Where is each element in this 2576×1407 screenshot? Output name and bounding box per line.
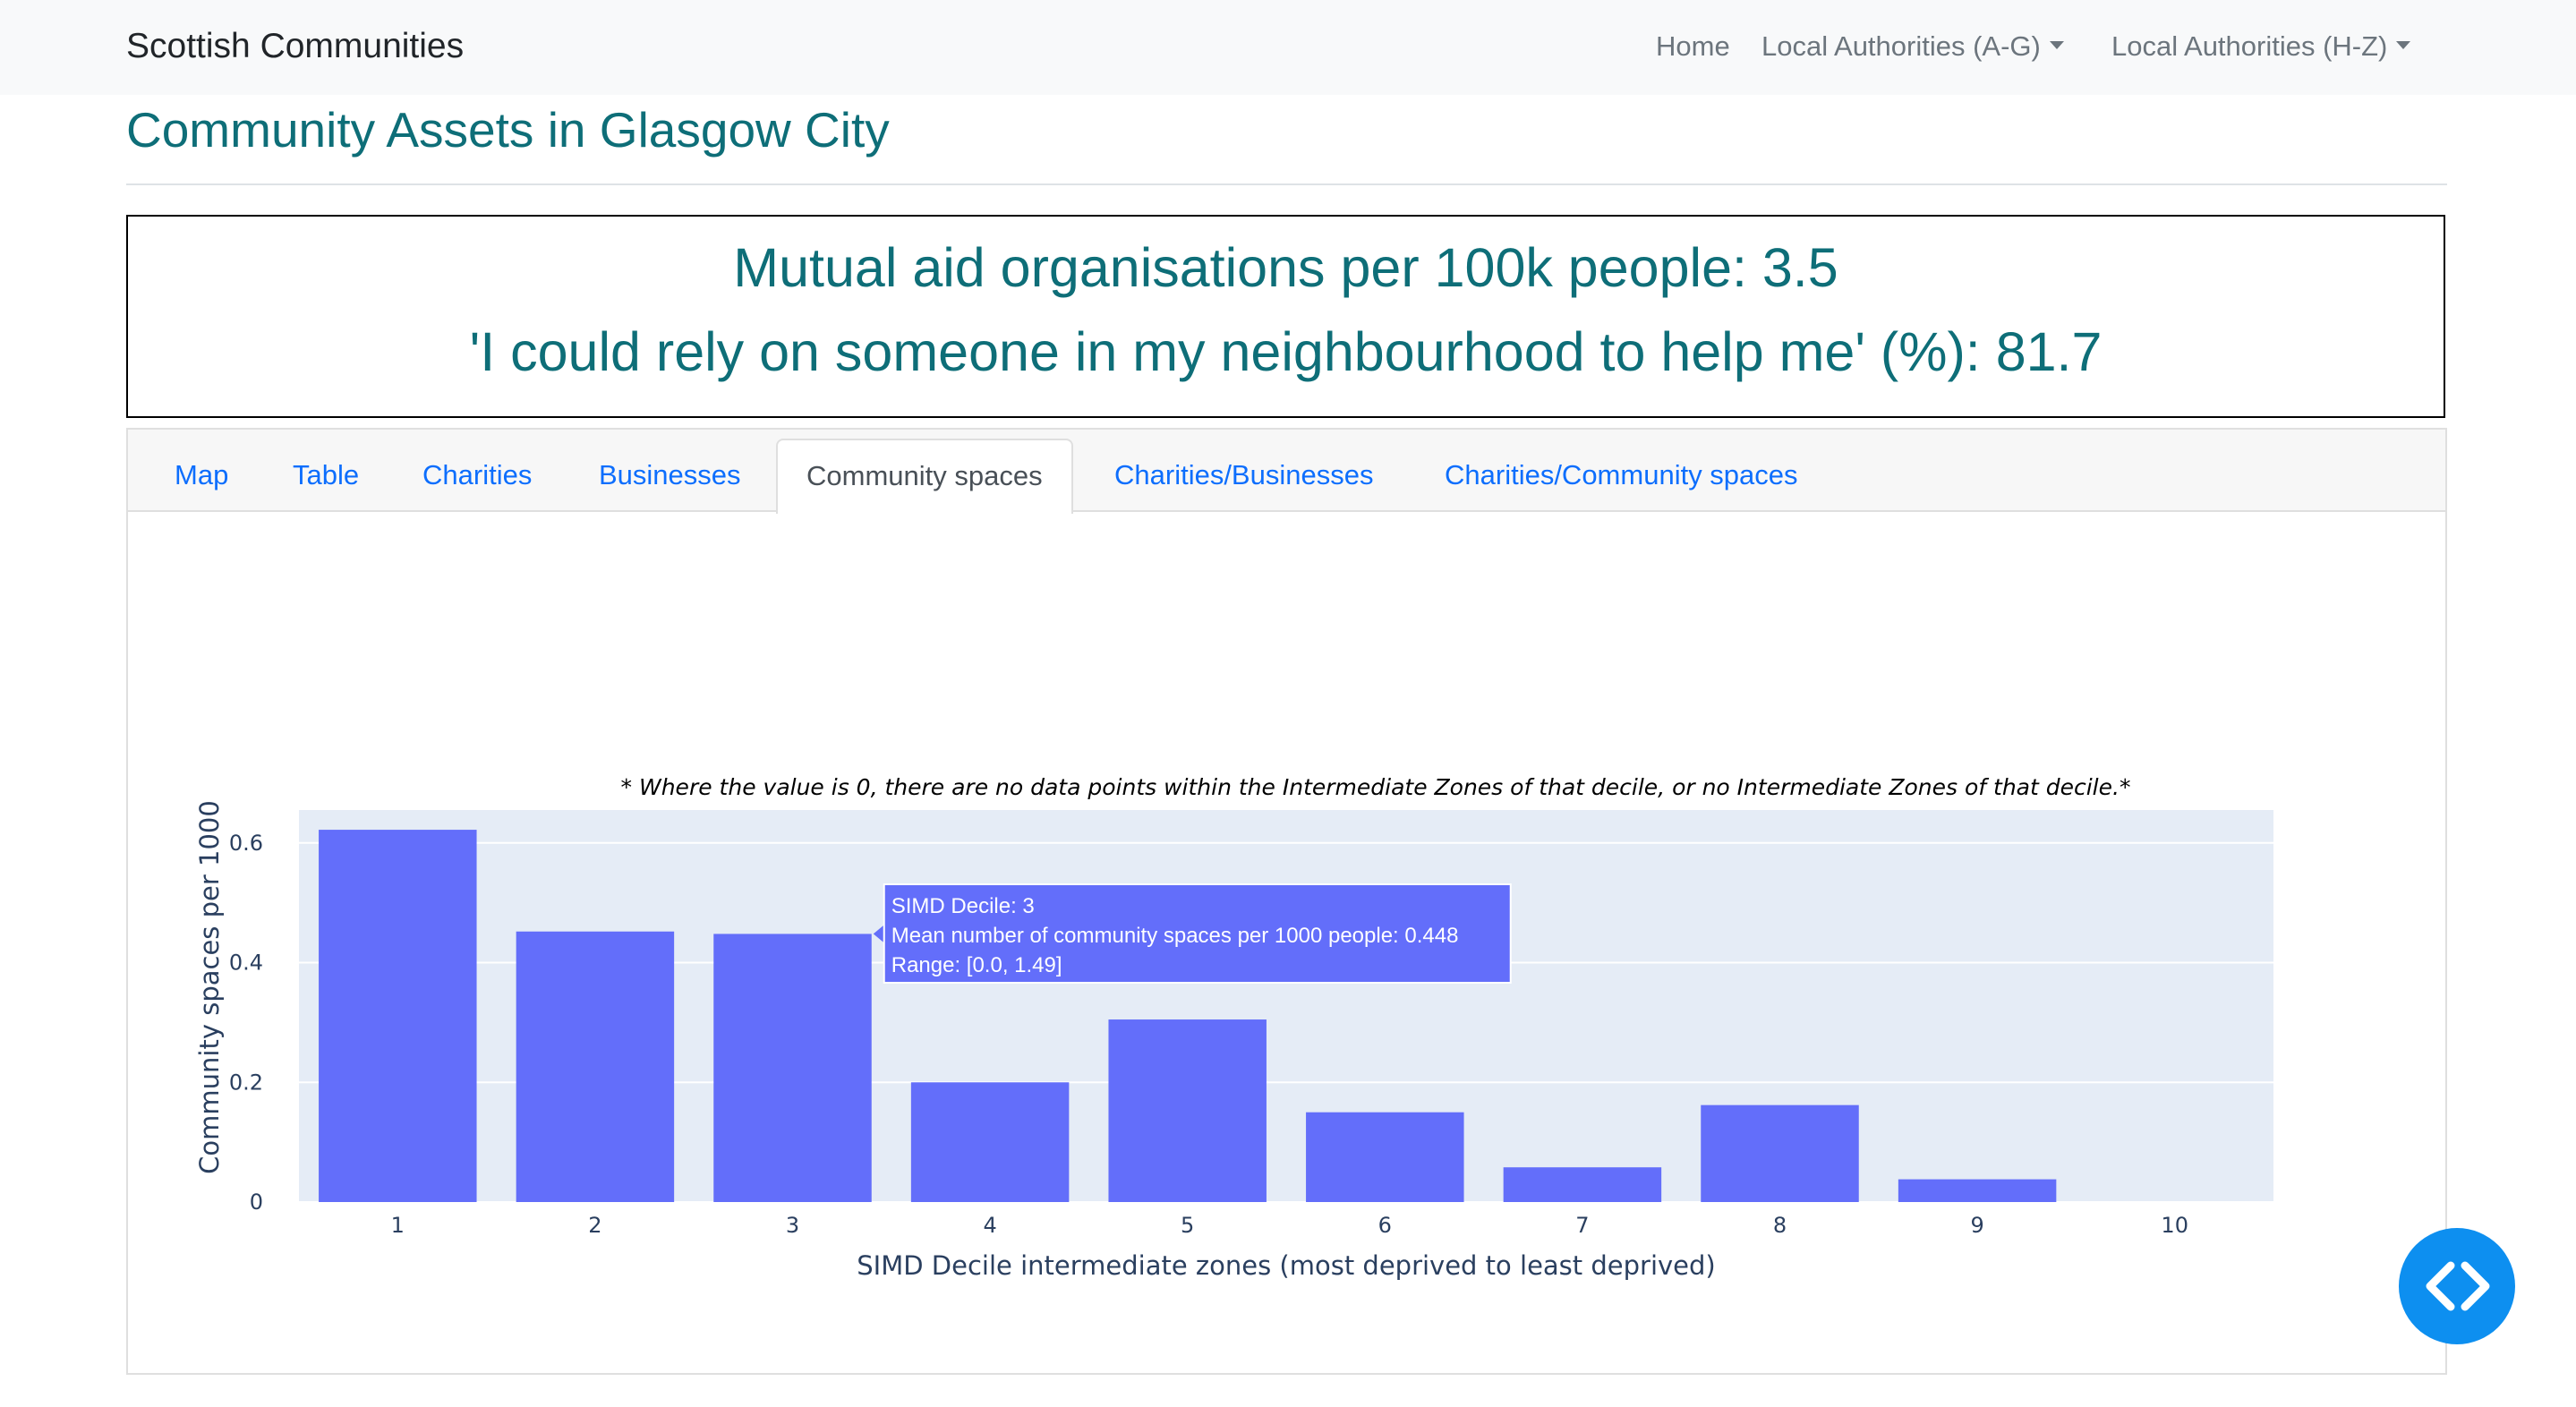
x-tick-label: 1 [391, 1213, 405, 1238]
bar-decile-9[interactable] [1898, 1179, 2057, 1202]
tooltip-line: Mean number of community spaces per 1000… [891, 924, 1459, 948]
bar-decile-2[interactable] [516, 931, 675, 1202]
navbar: Scottish Communities Home Local Authorit… [0, 0, 2576, 95]
tab-community-spaces[interactable]: Community spaces [776, 439, 1073, 514]
nav-link-home[interactable]: Home [1656, 30, 1730, 62]
x-axis-label: SIMD Decile intermediate zones (most dep… [857, 1250, 1716, 1281]
chart-note: * Where the value is 0, there are no dat… [621, 774, 2131, 800]
y-tick-label: 0.2 [229, 1070, 263, 1095]
tab-charities-community-spaces[interactable]: Charities/Community spaces [1445, 459, 1798, 490]
hover-tooltip: SIMD Decile: 3 Mean number of community s… [873, 883, 1512, 984]
x-tick-label: 9 [1970, 1213, 1983, 1238]
bar-decile-1[interactable] [319, 830, 477, 1202]
x-tick-label: 8 [1773, 1213, 1787, 1238]
x-tick-label: 6 [1378, 1213, 1392, 1238]
x-tick-label: 3 [786, 1213, 799, 1238]
bar-decile-6[interactable] [1306, 1112, 1464, 1202]
y-axis-label: Community spaces per 1000 [194, 800, 225, 1174]
tab-header: Map Table Charities Businesses Community… [128, 430, 2445, 514]
caret-down-icon [2396, 41, 2411, 50]
caret-down-icon [2049, 41, 2064, 50]
bar-decile-3[interactable] [713, 934, 872, 1202]
x-tick-label: 4 [983, 1213, 996, 1238]
tooltip-line: Range: [0.0, 1.49] [891, 953, 1062, 977]
bar-decile-8[interactable] [1701, 1104, 1859, 1202]
stat-mutual-aid: Mutual aid organisations per 100k people… [733, 237, 1838, 298]
divider [126, 183, 2447, 185]
x-tick-label: 7 [1575, 1213, 1589, 1238]
code-toggle-button[interactable] [2399, 1228, 2515, 1344]
x-tick-label: 2 [588, 1213, 601, 1238]
tooltip-pointer [873, 925, 884, 943]
bar-decile-5[interactable] [1108, 1019, 1267, 1202]
y-tick-label: 0.4 [229, 951, 263, 976]
tab-charities[interactable]: Charities [422, 459, 533, 490]
nav-dropdown-h-z[interactable]: Local Authorities (H-Z) [2111, 27, 2411, 66]
x-axis-ticks: 1 2 3 4 5 6 7 8 9 10 [391, 1213, 2188, 1238]
code-icon [2426, 1261, 2490, 1311]
tab-businesses[interactable]: Businesses [599, 459, 741, 490]
stat-rely-on-neighbour: 'I could rely on someone in my neighbour… [469, 321, 2103, 382]
tab-map[interactable]: Map [175, 459, 229, 490]
tab-table[interactable]: Table [293, 459, 360, 490]
tab-charities-businesses[interactable]: Charities/Businesses [1114, 459, 1374, 490]
brand-link[interactable]: Scottish Communities [126, 27, 465, 65]
y-tick-label: 0 [250, 1190, 263, 1215]
bar-decile-7[interactable] [1503, 1167, 1662, 1202]
page-title: Community Assets in Glasgow City [126, 102, 890, 158]
tooltip-line: SIMD Decile: 3 [891, 894, 1035, 918]
nav-dropdown-a-g[interactable]: Local Authorities (A-G) [1761, 27, 2064, 66]
y-tick-label: 0.6 [229, 831, 263, 856]
bars [319, 830, 2057, 1202]
x-tick-label: 5 [1181, 1213, 1194, 1238]
y-axis-ticks: 0 0.2 0.4 0.6 [229, 831, 263, 1215]
nav-dropdown-h-z-label: Local Authorities (H-Z) [2111, 30, 2388, 62]
x-tick-label: 10 [2161, 1213, 2188, 1238]
bar-decile-4[interactable] [910, 1082, 1070, 1202]
tooltip-box [883, 883, 1512, 984]
stats-box: Mutual aid organisations per 100k people… [126, 215, 2445, 418]
nav-dropdown-a-g-label: Local Authorities (A-G) [1761, 30, 2041, 62]
